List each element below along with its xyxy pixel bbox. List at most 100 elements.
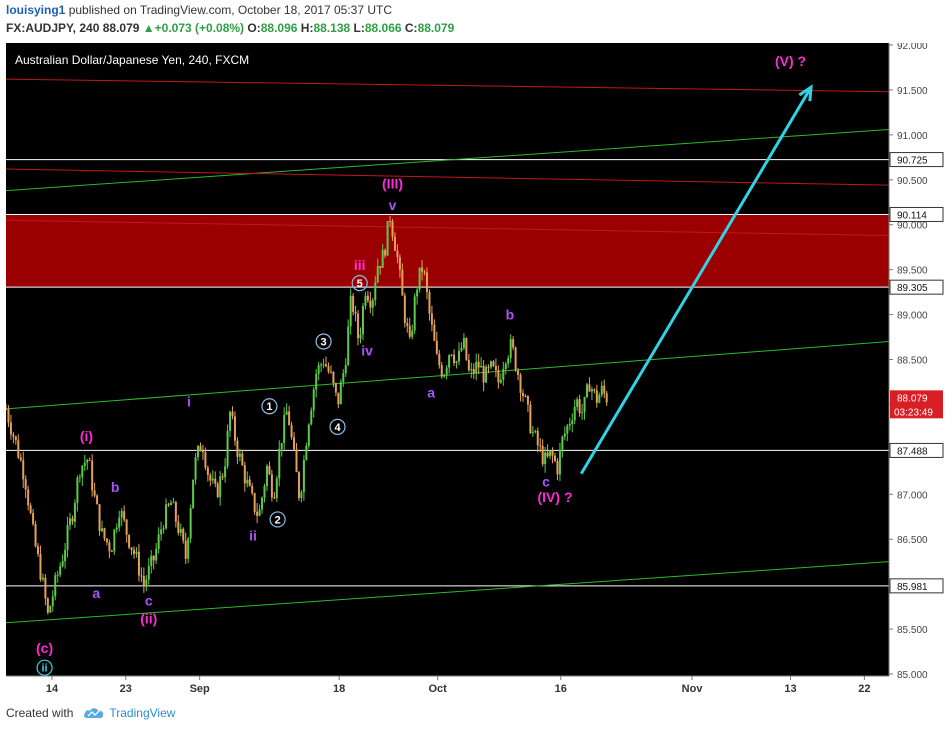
time-tick-label: 13	[784, 683, 796, 695]
wave-label: 5	[357, 278, 363, 290]
price-tick-label: 87.000	[897, 490, 928, 501]
candle-up	[499, 379, 502, 383]
time-axis[interactable]	[6, 676, 944, 695]
candle-down	[526, 396, 529, 405]
candle-down	[391, 221, 394, 237]
wave-label: 2	[275, 514, 281, 526]
candle-down	[393, 236, 396, 251]
wave-label: (IV) ?	[538, 489, 573, 505]
candle-down	[595, 390, 598, 403]
candle-down	[512, 339, 515, 348]
candle-up	[283, 414, 286, 444]
candle-down	[435, 340, 438, 354]
red-trend-line	[5, 78, 890, 93]
candle-up	[364, 295, 367, 307]
candle-up	[347, 326, 350, 366]
candle-down	[209, 474, 212, 481]
low-label: L:	[353, 21, 365, 35]
last-price: 88.079	[102, 21, 140, 35]
candle-up	[78, 477, 81, 479]
candle-down	[133, 549, 136, 554]
created-with-label: Created with	[6, 706, 74, 720]
candle-up	[315, 373, 318, 390]
candle-up	[226, 430, 229, 467]
candle-down	[425, 272, 428, 293]
candle-down	[288, 411, 291, 426]
time-tick-label: Nov	[682, 683, 704, 695]
level-price-label: 90.725	[897, 156, 928, 167]
level-price-label: 90.114	[897, 210, 927, 221]
red-trend-line	[5, 219, 890, 236]
candle-down	[123, 511, 126, 520]
candle-down	[98, 504, 101, 532]
level-price-tag	[889, 206, 944, 222]
candle-down	[270, 474, 273, 498]
candle-up	[275, 478, 278, 499]
candle-up	[73, 502, 76, 522]
candle-down	[206, 467, 209, 475]
candle-down	[128, 534, 131, 548]
chart-area[interactable]: (V) ? (III) v iii 5 iv 3 4 1 2 i ii (i) b a c (ii) (c) ii a…	[5, 41, 944, 695]
candle-up	[376, 266, 379, 283]
channel-trend-line	[5, 341, 890, 410]
candle-up	[263, 485, 266, 498]
chart-title: Australian Dollar/Japanese Yen, 240, FXC…	[15, 53, 249, 67]
candle-up	[571, 420, 574, 425]
candle-up	[145, 579, 148, 585]
candle-down	[142, 576, 145, 585]
candle-up	[544, 452, 547, 465]
candle-down	[253, 493, 256, 512]
candle-up	[416, 289, 419, 297]
arrow-head-icon	[798, 84, 813, 102]
candle-down	[125, 519, 128, 535]
tradingview-link[interactable]: TradingView	[109, 706, 176, 720]
candle-down	[137, 551, 140, 576]
candle-down	[379, 266, 382, 268]
time-tick-label: 22	[858, 683, 870, 695]
candle-up	[187, 538, 190, 559]
candle-up	[418, 267, 421, 290]
candle-up	[157, 534, 160, 549]
candle-up	[531, 431, 534, 433]
candle-down	[268, 465, 271, 475]
candle-down	[46, 598, 49, 613]
candle-up	[66, 525, 69, 550]
candle-down	[236, 440, 239, 457]
wave-label: i	[187, 394, 191, 410]
candle-down	[389, 221, 392, 223]
candle-down	[440, 365, 443, 377]
candle-up	[49, 606, 52, 613]
candle-up	[155, 548, 158, 561]
candle-down	[421, 267, 424, 272]
wave-circle-marker	[329, 418, 346, 435]
candle-up	[197, 445, 200, 458]
candle-down	[433, 324, 436, 341]
candle-up	[172, 502, 175, 504]
candle-up	[305, 445, 308, 460]
candle-down	[472, 369, 475, 374]
price-tick-label: 89.000	[897, 311, 928, 322]
candle-down	[487, 366, 490, 368]
candle-down	[517, 370, 520, 375]
bar-countdown-label: 03:23:49	[894, 407, 933, 418]
candle-up	[302, 459, 305, 493]
candle-up	[101, 528, 104, 532]
candle-down	[519, 374, 522, 393]
candle-up	[443, 375, 446, 377]
price-tick-label: 86.500	[897, 535, 928, 546]
candle-up	[475, 361, 478, 374]
candle-up	[59, 566, 62, 575]
projection-arrow	[579, 86, 813, 475]
candle-up	[583, 397, 586, 413]
author-link[interactable]: louisying1	[6, 3, 66, 17]
candle-down	[37, 546, 40, 554]
candle-up	[566, 425, 569, 434]
candle-down	[34, 523, 37, 547]
low-value: 88.066	[364, 21, 402, 35]
candle-down	[174, 502, 177, 522]
candle-up	[194, 457, 197, 480]
candle-up	[344, 365, 347, 374]
candle-down	[96, 495, 99, 505]
candle-down	[14, 436, 17, 441]
